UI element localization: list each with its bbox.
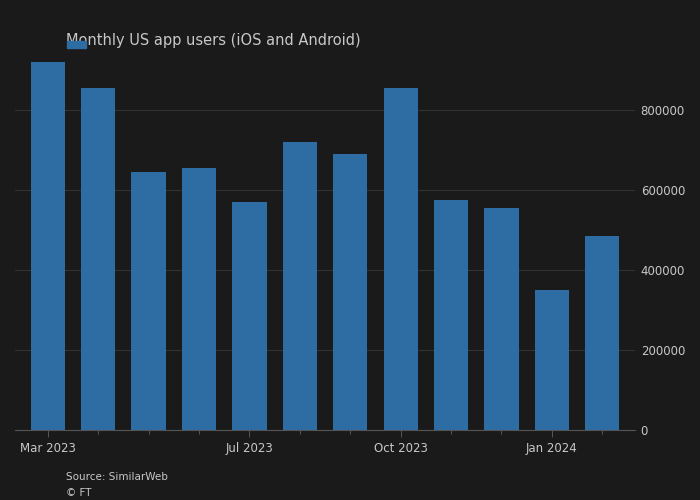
Bar	[333, 154, 368, 430]
Bar	[182, 168, 216, 430]
Bar	[384, 88, 418, 430]
Bar	[232, 202, 267, 430]
Bar	[585, 236, 620, 430]
Bar	[31, 62, 65, 430]
Text: © FT: © FT	[66, 488, 92, 498]
Bar	[434, 200, 468, 430]
Bar	[132, 172, 166, 430]
Bar	[81, 88, 116, 430]
Bar	[283, 142, 317, 430]
Text: Source: SimilarWeb: Source: SimilarWeb	[66, 472, 169, 482]
Bar	[535, 290, 569, 430]
Bar	[484, 208, 519, 430]
Text: Monthly US app users (iOS and Android): Monthly US app users (iOS and Android)	[66, 32, 361, 48]
